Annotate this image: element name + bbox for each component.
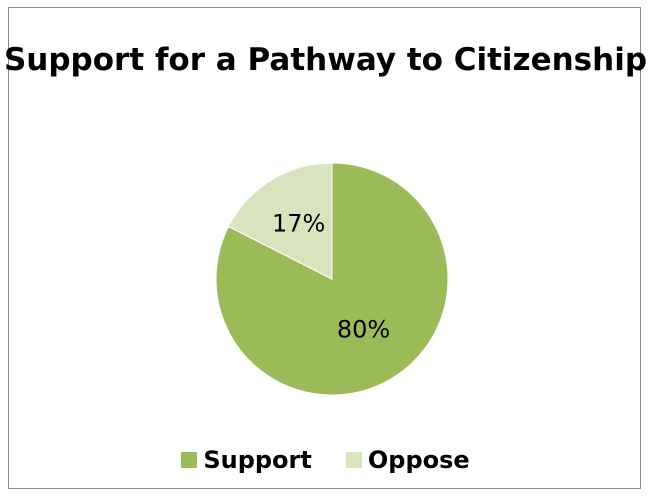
legend-label-oppose: Oppose xyxy=(367,446,470,474)
legend-swatch-support xyxy=(181,452,198,468)
legend-swatch-oppose xyxy=(345,452,362,468)
legend-item-support: Support xyxy=(181,446,312,474)
pie-slice-oppose xyxy=(227,162,333,280)
legend-label-support: Support xyxy=(203,446,312,474)
legend-item-oppose: Oppose xyxy=(345,446,470,474)
legend: Support Oppose xyxy=(0,446,651,474)
chart-title: Support for a Pathway to Citizenship xyxy=(3,42,648,78)
data-label-support: 80% xyxy=(337,315,390,343)
pie-slice-support xyxy=(215,162,449,396)
data-label-oppose: 17% xyxy=(272,210,325,238)
